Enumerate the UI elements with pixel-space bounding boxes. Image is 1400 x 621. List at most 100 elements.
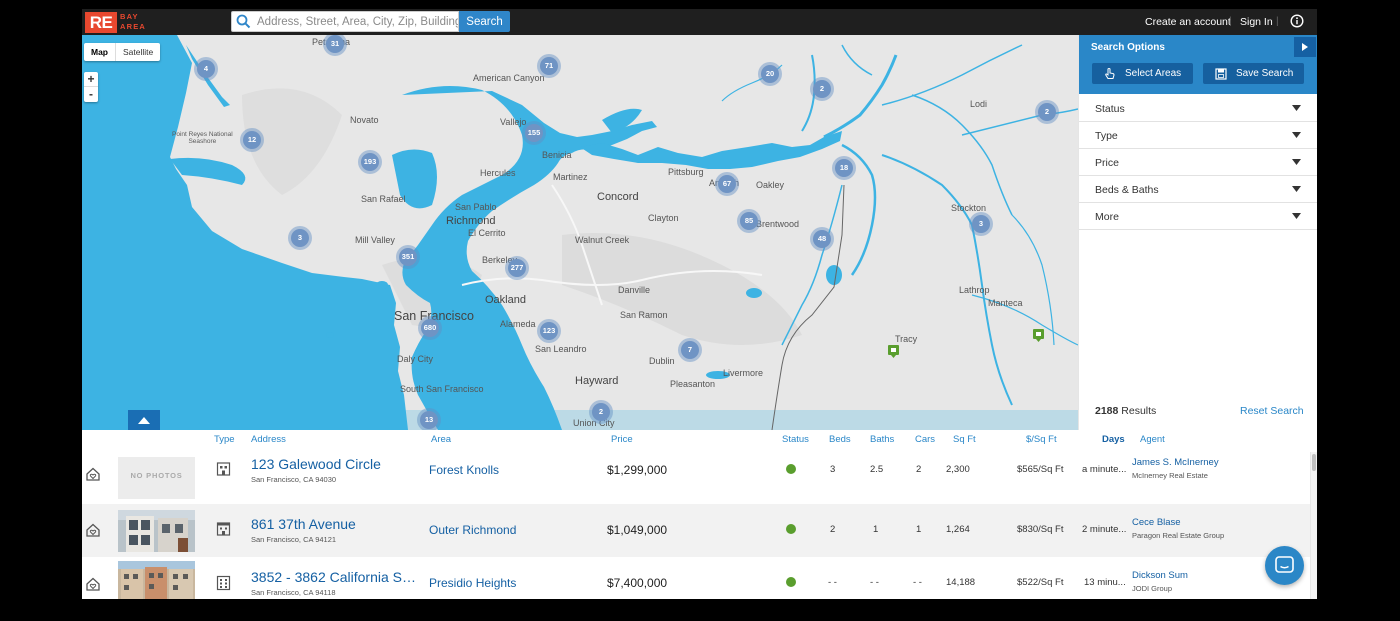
column-header-price-per-sqft[interactable]: $/Sq Ft: [1026, 434, 1057, 445]
listing-cluster[interactable]: 18: [832, 156, 856, 180]
agent-name-link[interactable]: Cece Blase: [1132, 517, 1181, 528]
favorite-home-icon[interactable]: [85, 576, 101, 592]
filter-type[interactable]: Type: [1079, 122, 1317, 149]
listing-address-link[interactable]: 3852 - 3862 California St...: [251, 569, 417, 585]
column-header-address[interactable]: Address: [251, 434, 286, 445]
listing-area-link[interactable]: Presidio Heights: [429, 576, 517, 590]
column-header-price[interactable]: Price: [611, 434, 633, 445]
save-search-button[interactable]: Save Search: [1203, 63, 1304, 84]
listing-pin-icon[interactable]: [888, 345, 899, 358]
cars-value: 2: [916, 464, 922, 475]
listing-cluster[interactable]: 277: [505, 256, 529, 280]
listing-cluster[interactable]: 193: [358, 150, 382, 174]
cluster-count: 680: [421, 319, 439, 337]
listing-cluster[interactable]: 7: [678, 338, 702, 362]
city-label: Tracy: [895, 334, 918, 344]
listing-address-link[interactable]: 123 Galewood Circle: [251, 456, 381, 472]
listing-cluster[interactable]: 12: [240, 128, 264, 152]
listing-cluster[interactable]: 680: [418, 316, 442, 340]
listing-city: San Francisco, CA 94030: [251, 475, 337, 484]
listing-area-link[interactable]: Outer Richmond: [429, 523, 517, 537]
map[interactable]: Map Satellite + - Petaluma American Cany…: [82, 35, 1078, 430]
column-header-status[interactable]: Status: [782, 434, 809, 445]
listing-cluster[interactable]: 13: [417, 408, 441, 430]
results-label: Results: [1118, 405, 1157, 417]
table-row[interactable]: 3852 - 3862 California St... San Francis…: [82, 558, 1310, 599]
agent-name-link[interactable]: Dickson Sum: [1132, 570, 1188, 581]
listing-address-link[interactable]: 861 37th Avenue: [251, 516, 356, 532]
listing-cluster[interactable]: 71: [537, 54, 561, 78]
listing-cluster[interactable]: 2: [589, 400, 613, 424]
column-header-days[interactable]: Days: [1102, 434, 1125, 445]
listing-cluster[interactable]: 48: [810, 227, 834, 251]
sqft-value: 1,264: [946, 524, 970, 535]
table-scrollbar[interactable]: [1310, 452, 1317, 599]
select-areas-button[interactable]: Select Areas: [1092, 63, 1193, 84]
expand-list-button[interactable]: [128, 410, 160, 430]
agent-company: Paragon Real Estate Group: [1132, 531, 1225, 540]
table-row[interactable]: 861 37th Avenue San Francisco, CA 94121 …: [82, 504, 1310, 557]
column-header-area[interactable]: Area: [431, 434, 452, 445]
sign-in-link[interactable]: Sign In: [1240, 16, 1273, 28]
search-input[interactable]: [231, 11, 459, 32]
column-header-cars[interactable]: Cars: [915, 434, 936, 445]
listing-cluster[interactable]: 123: [537, 319, 561, 343]
listing-cluster[interactable]: 2: [1035, 100, 1059, 124]
listing-cluster[interactable]: 31: [323, 35, 347, 56]
select-areas-label: Select Areas: [1125, 68, 1182, 79]
info-icon[interactable]: [1290, 14, 1304, 28]
city-label: Oakland: [485, 294, 526, 306]
favorite-home-icon[interactable]: [85, 466, 101, 482]
listing-cluster[interactable]: 85: [737, 209, 761, 233]
column-header-sqft[interactable]: Sq Ft: [953, 434, 976, 445]
chat-button[interactable]: [1265, 546, 1304, 585]
collapse-panel-button[interactable]: [1294, 37, 1316, 57]
listing-cluster[interactable]: 20: [758, 62, 782, 86]
listing-cluster[interactable]: 3: [288, 226, 312, 250]
days-value: 13 minu...: [1084, 577, 1126, 588]
city-label: South San Francisco: [400, 384, 484, 394]
table-row[interactable]: NO PHOTOS 123 Galewood Circle San Franci…: [82, 452, 1310, 505]
listing-area-link[interactable]: Forest Knolls: [429, 463, 500, 477]
column-header-agent[interactable]: Agent: [1140, 434, 1165, 445]
map-view-button[interactable]: Map: [84, 43, 116, 61]
listing-cluster[interactable]: 2: [810, 77, 834, 101]
city-label: Hercules: [480, 168, 516, 178]
zoom-out-button[interactable]: -: [89, 87, 93, 101]
filter-status[interactable]: Status: [1079, 95, 1317, 122]
status-indicator: [786, 524, 796, 534]
scrollbar-thumb[interactable]: [1312, 454, 1316, 471]
create-account-link[interactable]: Create an account: [1145, 16, 1231, 28]
listing-price: $1,049,000: [607, 523, 668, 537]
search-button[interactable]: Search: [459, 11, 510, 32]
satellite-view-button[interactable]: Satellite: [123, 47, 154, 57]
listing-cluster[interactable]: 67: [715, 172, 739, 196]
city-label: Brentwood: [756, 219, 800, 229]
listing-photo[interactable]: [118, 510, 195, 552]
filter-label: Price: [1095, 157, 1119, 169]
listing-cluster[interactable]: 155: [522, 121, 546, 145]
column-header-baths[interactable]: Baths: [870, 434, 895, 445]
listing-cluster[interactable]: 351: [396, 245, 420, 269]
listing-thumbnail[interactable]: NO PHOTOS: [118, 457, 195, 499]
save-search-label: Save Search: [1236, 68, 1294, 79]
listing-cluster[interactable]: 4: [194, 57, 218, 81]
reset-search-link[interactable]: Reset Search: [1240, 405, 1304, 417]
listing-pin-icon[interactable]: [1033, 329, 1044, 342]
cluster-count: 13: [420, 411, 438, 429]
favorite-home-icon[interactable]: [85, 522, 101, 538]
filter-beds-baths[interactable]: Beds & Baths: [1079, 176, 1317, 203]
column-header-beds[interactable]: Beds: [829, 434, 851, 445]
days-value: a minute...: [1082, 464, 1127, 475]
listing-photo[interactable]: [118, 561, 195, 599]
logo[interactable]: RE: [85, 12, 117, 33]
filter-price[interactable]: Price: [1079, 149, 1317, 176]
filter-label: Type: [1095, 130, 1118, 142]
agent-name-link[interactable]: James S. McInerney: [1132, 457, 1219, 468]
zoom-in-button[interactable]: +: [84, 72, 98, 87]
column-header-type[interactable]: Type: [214, 434, 235, 445]
listing-cluster[interactable]: 3: [969, 212, 993, 236]
filter-more[interactable]: More: [1079, 203, 1317, 230]
listing-table: Type Address Area Price Status Beds Bath…: [82, 430, 1317, 599]
city-label: Manteca: [988, 298, 1023, 308]
